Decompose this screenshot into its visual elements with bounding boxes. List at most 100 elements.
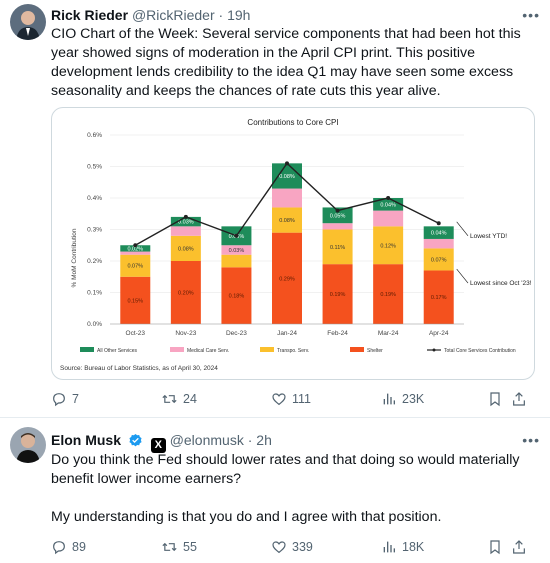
views-button[interactable]: 23K bbox=[381, 388, 424, 410]
y-tick-label: 0.6% bbox=[87, 132, 102, 139]
share-button[interactable] bbox=[511, 388, 532, 410]
tweet-elon-musk[interactable]: Elon Musk X @elonmusk · 2h ••• Do you th… bbox=[0, 419, 550, 563]
like-button[interactable]: 339 bbox=[271, 536, 313, 558]
bar-segment bbox=[221, 254, 252, 268]
bar-segment bbox=[120, 276, 151, 324]
bar-segment bbox=[322, 223, 353, 230]
tweet-rick-rieder[interactable]: Rick Rieder @RickRieder · 19h ••• CIO Ch… bbox=[0, 0, 550, 418]
bar-segment bbox=[170, 216, 201, 227]
chart-image[interactable]: Contributions to Core CPI 0.0% 0.1% 0.2% 0.… bbox=[51, 107, 535, 380]
x-tick-label: Feb-24 bbox=[327, 330, 348, 337]
view-count: 18K bbox=[402, 540, 425, 554]
bar-data-label: 0.19% bbox=[380, 292, 396, 298]
retweet-button[interactable]: 55 bbox=[161, 536, 197, 558]
x-tick-label: Mar-24 bbox=[378, 330, 399, 337]
avatar[interactable] bbox=[10, 4, 46, 40]
separator: · bbox=[247, 432, 253, 448]
like-count: 339 bbox=[292, 540, 313, 554]
y-tick-label: 0.0% bbox=[87, 321, 102, 328]
bar-data-label: 0.04% bbox=[380, 202, 396, 208]
retweet-count: 55 bbox=[183, 540, 197, 554]
core-cpi-chart: Contributions to Core CPI 0.0% 0.1% 0.2% 0.… bbox=[60, 118, 532, 372]
like-count: 111 bbox=[292, 392, 312, 406]
timestamp[interactable]: 2h bbox=[256, 432, 272, 448]
bar-segment bbox=[423, 248, 454, 271]
reply-icon bbox=[53, 541, 65, 555]
more-dots-icon[interactable]: ••• bbox=[522, 7, 540, 23]
bar-segment bbox=[423, 238, 454, 249]
timestamp[interactable]: 19h bbox=[227, 7, 251, 23]
like-button[interactable]: 111 bbox=[271, 388, 311, 410]
retweet-button[interactable]: 24 bbox=[161, 388, 197, 410]
reply-count: 89 bbox=[72, 540, 86, 554]
views-icon bbox=[383, 393, 395, 405]
author-name[interactable]: Elon Musk bbox=[51, 432, 122, 448]
bar-segment bbox=[272, 188, 302, 208]
annotation-arrow bbox=[456, 268, 469, 284]
like-icon bbox=[272, 393, 286, 406]
share-icon bbox=[513, 392, 525, 406]
author-name[interactable]: Rick Rieder bbox=[51, 7, 129, 23]
bar-data-label: 0.08% bbox=[279, 218, 295, 224]
reply-icon bbox=[53, 393, 65, 407]
total-line-point bbox=[285, 161, 289, 166]
y-tick-label: 0.2% bbox=[87, 258, 102, 265]
like-icon bbox=[272, 541, 286, 554]
author-handle[interactable]: @RickRieder bbox=[131, 7, 215, 23]
bar-data-label: 0.17% bbox=[431, 295, 447, 301]
x-tick-label: Apr-24 bbox=[429, 330, 449, 337]
annotation-arrow bbox=[456, 221, 469, 237]
bar-data-label: 0.12% bbox=[380, 243, 396, 249]
legend-swatch-point bbox=[432, 348, 436, 352]
chart-title: Contributions to Core CPI bbox=[247, 118, 338, 127]
tweet-header: Elon Musk X @elonmusk · 2h ••• bbox=[51, 431, 540, 453]
bar-segment bbox=[221, 267, 252, 324]
total-line-point bbox=[386, 196, 391, 200]
legend-swatch bbox=[350, 347, 364, 352]
bar-segment bbox=[322, 264, 353, 324]
tweet-text: Do you think the Fed should lower rates … bbox=[51, 451, 536, 527]
bar-segment bbox=[170, 226, 201, 236]
bar-data-label: 0.08% bbox=[178, 246, 194, 252]
views-button[interactable]: 18K bbox=[381, 536, 424, 558]
author-handle[interactable]: @elonmusk bbox=[169, 432, 244, 448]
bookmark-button[interactable] bbox=[487, 388, 508, 410]
y-tick-label: 0.3% bbox=[87, 227, 102, 234]
tweet-paragraph: Do you think the Fed should lower rates … bbox=[51, 452, 520, 487]
bar-data-label: 0.05% bbox=[330, 213, 346, 219]
reply-button[interactable]: 7 bbox=[51, 388, 79, 410]
retweet-icon bbox=[162, 542, 177, 552]
bar-segment bbox=[120, 251, 151, 255]
separator: · bbox=[218, 7, 224, 23]
bar-segment bbox=[272, 232, 302, 324]
reply-button[interactable]: 89 bbox=[51, 536, 86, 558]
bar-data-label: 0.07% bbox=[431, 257, 447, 263]
avatar-image bbox=[10, 4, 46, 40]
bar-segment bbox=[221, 245, 252, 255]
bar-segment bbox=[120, 254, 151, 277]
legend-label: Transpo. Serv. bbox=[277, 348, 309, 354]
share-button[interactable] bbox=[511, 536, 532, 558]
bar-data-label: 0.02% bbox=[127, 246, 143, 252]
verified-badge-icon bbox=[129, 433, 142, 447]
total-line-point bbox=[234, 233, 239, 238]
tweet-text: CIO Chart of the Week: Several service c… bbox=[51, 25, 536, 101]
legend-label: Shelter bbox=[367, 348, 383, 354]
bar-segment bbox=[423, 226, 454, 239]
avatar-image bbox=[10, 427, 46, 463]
reply-count: 7 bbox=[72, 392, 79, 406]
bar-data-label: 0.07% bbox=[127, 264, 143, 270]
annotation-label: Lowest YTD! bbox=[470, 233, 507, 240]
legend-label: Total Core Services Contribution bbox=[444, 348, 516, 354]
avatar[interactable] bbox=[10, 427, 46, 463]
bar-data-label: 0.29% bbox=[279, 276, 295, 282]
more-dots-icon[interactable]: ••• bbox=[522, 432, 540, 448]
bar-data-label: 0.19% bbox=[330, 292, 346, 298]
bar-segment bbox=[423, 270, 454, 324]
total-line-point bbox=[436, 221, 441, 226]
tweet-paragraph: My understanding is that you do and I ag… bbox=[51, 509, 442, 525]
bar-segment bbox=[272, 207, 302, 233]
total-line-point bbox=[335, 208, 340, 213]
bookmark-button[interactable] bbox=[487, 536, 508, 558]
legend-label: All Other Services bbox=[97, 348, 138, 354]
